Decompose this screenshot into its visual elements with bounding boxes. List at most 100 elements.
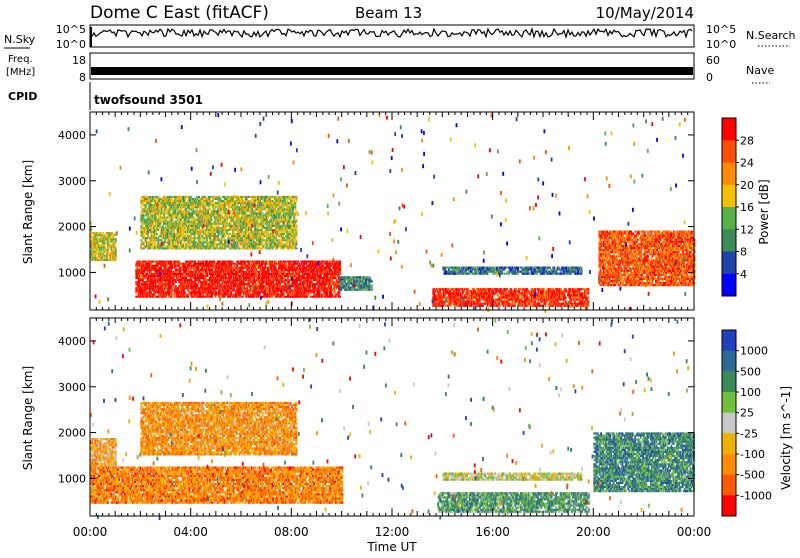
heatmap-cell (459, 271, 461, 273)
heatmap-cell (612, 241, 614, 243)
heatmap-cell (160, 267, 162, 269)
heatmap-cell (574, 301, 576, 303)
heatmap-cell (255, 269, 257, 271)
heatmap-cell (139, 281, 141, 283)
heatmap-cell (467, 299, 469, 301)
heatmap-cell (340, 289, 342, 291)
heatmap-cell (241, 279, 243, 281)
heatmap-cell (202, 261, 204, 263)
heatmap-cell (228, 281, 230, 283)
heatmap-cell (220, 273, 222, 275)
heatmap-cell (542, 290, 544, 292)
heatmap-cell (192, 287, 194, 289)
heatmap-cell (176, 269, 178, 271)
heatmap-cell (529, 299, 531, 301)
heatmap-cell (622, 264, 624, 266)
heatmap-cell (534, 297, 536, 299)
heatmap-cell (264, 265, 266, 267)
heatmap-cell (583, 288, 585, 290)
heatmap-cell (517, 269, 519, 271)
heatmap-cell (621, 278, 623, 280)
heatmap-cell (564, 292, 566, 294)
heatmap-cell (509, 303, 511, 305)
heatmap-cell (303, 271, 305, 273)
heatmap-cell (614, 245, 616, 247)
nave-bottom-tick: 0 (706, 71, 713, 84)
heatmap-cell (306, 296, 308, 298)
date-label: 10/May/2014 (596, 4, 694, 22)
heatmap-cell (517, 273, 519, 275)
heatmap-cell (361, 283, 363, 285)
heatmap-cell (303, 275, 305, 277)
heatmap-cell (215, 296, 217, 298)
heatmap-cell (615, 272, 617, 274)
heatmap-cell (243, 275, 245, 277)
heatmap-cell (604, 241, 606, 243)
heatmap-cell (331, 294, 333, 296)
heatmap-cell (317, 273, 319, 275)
heatmap-cell (603, 249, 605, 251)
heatmap-cell (606, 257, 608, 259)
plot-title: Dome C East (fitACF) (90, 3, 269, 23)
heatmap-cell (362, 280, 364, 282)
heatmap-cell (557, 269, 559, 271)
heatmap-cell (191, 277, 193, 279)
heatmap-cell (498, 303, 500, 305)
heatmap-cell (529, 303, 531, 305)
heatmap-cell (278, 287, 280, 289)
heatmap-cell (163, 291, 165, 293)
heatmap-cell (226, 263, 228, 265)
heatmap-cell (444, 303, 446, 305)
heatmap-cell (283, 291, 285, 293)
heatmap-cell (544, 305, 546, 307)
heatmap-cell (571, 269, 573, 271)
heatmap-cell (617, 257, 619, 259)
heatmap-cell (267, 296, 269, 298)
heatmap-cell (173, 285, 175, 287)
heatmap-cell (558, 267, 560, 269)
heatmap-cell (604, 264, 606, 266)
heatmap-cell (277, 279, 279, 281)
heatmap-cell (199, 279, 201, 281)
heatmap-cell (281, 281, 283, 283)
heatmap-cell (610, 268, 612, 270)
heatmap-cell (600, 259, 602, 261)
heatmap-cell (624, 276, 626, 278)
heatmap-cell (152, 261, 154, 263)
heatmap-cell (304, 283, 306, 285)
heatmap-cell (225, 287, 227, 289)
heatmap-cell (440, 292, 442, 294)
heatmap-cell (522, 267, 524, 269)
heatmap-cell (237, 261, 239, 263)
heatmap-cell (163, 285, 165, 287)
heatmap-cell (189, 267, 191, 269)
heatmap-cell (169, 273, 171, 275)
heatmap-cell (356, 289, 358, 291)
heatmap-cell (115, 247, 117, 249)
heatmap-cell (150, 269, 152, 271)
heatmap-cell (622, 282, 624, 284)
heatmap-cell (144, 261, 146, 263)
heatmap-cell (313, 291, 315, 293)
heatmap-cell (262, 283, 264, 285)
heatmap-cell (572, 297, 574, 299)
cpid-label: CPID (8, 90, 37, 103)
heatmap-cell (339, 280, 341, 282)
heatmap-cell (192, 271, 194, 273)
heatmap-cell (461, 269, 463, 271)
heatmap-cell (587, 305, 589, 307)
heatmap-cell (319, 291, 321, 293)
nsky-bottom-tick: 10^0 (56, 38, 86, 51)
heatmap-cell (621, 251, 623, 253)
heatmap-cell (433, 288, 435, 290)
heatmap-cell (361, 285, 363, 287)
heatmap-cell (296, 271, 298, 273)
heatmap-cell (612, 278, 614, 280)
heatmap-cell (371, 280, 373, 282)
heatmap-cell (482, 305, 484, 307)
heatmap-cell (500, 294, 502, 296)
heatmap-cell (371, 289, 373, 291)
heatmap-cell (603, 261, 605, 263)
heatmap-cell (250, 279, 252, 281)
